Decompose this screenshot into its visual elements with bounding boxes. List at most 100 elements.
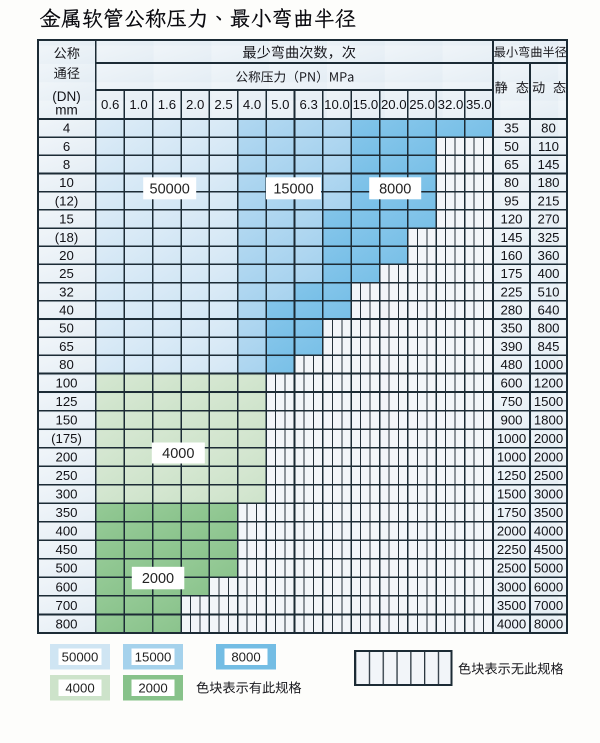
svg-text:50000: 50000	[150, 182, 190, 198]
svg-text:270: 270	[537, 212, 559, 227]
svg-text:400: 400	[537, 266, 559, 281]
svg-text:1.0: 1.0	[129, 97, 147, 112]
svg-text:15.0: 15.0	[353, 97, 379, 112]
svg-text:1000: 1000	[497, 450, 526, 465]
svg-text:6.3: 6.3	[300, 97, 318, 112]
svg-text:250: 250	[55, 468, 77, 483]
svg-text:4: 4	[63, 121, 70, 136]
svg-text:2.0: 2.0	[186, 97, 204, 112]
svg-text:40: 40	[59, 303, 74, 318]
svg-text:510: 510	[537, 284, 559, 299]
svg-text:20.0: 20.0	[381, 97, 407, 112]
svg-text:390: 390	[500, 339, 522, 354]
svg-text:8000: 8000	[379, 182, 411, 198]
svg-text:450: 450	[55, 542, 77, 557]
svg-text:145: 145	[500, 230, 522, 245]
svg-text:3500: 3500	[534, 505, 563, 520]
svg-text:2000: 2000	[142, 571, 174, 587]
svg-text:350: 350	[500, 321, 522, 336]
svg-text:80: 80	[504, 175, 519, 190]
svg-text:4000: 4000	[162, 446, 194, 462]
svg-text:1500: 1500	[534, 394, 563, 409]
svg-text:15: 15	[59, 212, 74, 227]
svg-text:1250: 1250	[497, 468, 526, 483]
svg-text:15000: 15000	[273, 182, 313, 198]
svg-text:600: 600	[55, 579, 77, 594]
svg-text:2000: 2000	[534, 450, 563, 465]
svg-text:150: 150	[55, 412, 77, 427]
svg-text:600: 600	[500, 375, 522, 390]
svg-text:50: 50	[504, 139, 519, 154]
svg-text:900: 900	[500, 412, 522, 427]
svg-text:845: 845	[537, 339, 559, 354]
svg-text:110: 110	[538, 139, 559, 154]
svg-text:640: 640	[537, 303, 559, 318]
svg-text:35.0: 35.0	[466, 97, 492, 112]
svg-text:mm: mm	[55, 103, 78, 118]
svg-text:800: 800	[537, 321, 559, 336]
svg-text:175: 175	[500, 266, 522, 281]
svg-text:200: 200	[55, 450, 77, 465]
svg-text:700: 700	[55, 598, 77, 613]
svg-text:360: 360	[537, 248, 559, 263]
svg-text:25.0: 25.0	[409, 97, 435, 112]
svg-text:4.0: 4.0	[243, 97, 261, 112]
svg-text:350: 350	[55, 505, 77, 520]
svg-text:5000: 5000	[534, 561, 563, 576]
svg-text:120: 120	[500, 212, 522, 227]
svg-text:65: 65	[504, 157, 519, 172]
svg-text:25: 25	[59, 266, 74, 281]
svg-text:(175): (175)	[51, 431, 82, 446]
svg-text:2.5: 2.5	[214, 97, 232, 112]
svg-text:65: 65	[59, 339, 74, 354]
svg-text:15000: 15000	[135, 649, 172, 664]
svg-text:4000: 4000	[65, 680, 94, 695]
svg-text:750: 750	[500, 394, 522, 409]
svg-text:80: 80	[59, 357, 74, 372]
svg-text:2250: 2250	[497, 542, 526, 557]
svg-text:8000: 8000	[231, 649, 260, 664]
svg-text:100: 100	[55, 375, 77, 390]
svg-text:5.0: 5.0	[271, 97, 289, 112]
svg-text:10.0: 10.0	[324, 97, 350, 112]
svg-text:4500: 4500	[534, 542, 563, 557]
svg-text:(12): (12)	[55, 193, 78, 208]
svg-text:0.6: 0.6	[101, 97, 119, 112]
svg-text:50000: 50000	[62, 649, 99, 664]
svg-text:1750: 1750	[497, 505, 526, 520]
svg-text:1200: 1200	[534, 375, 563, 390]
svg-text:300: 300	[55, 487, 77, 502]
svg-text:8: 8	[63, 157, 70, 172]
svg-text:2000: 2000	[497, 524, 526, 539]
svg-text:95: 95	[504, 193, 519, 208]
svg-text:2500: 2500	[497, 561, 526, 576]
svg-text:3500: 3500	[497, 598, 526, 613]
svg-text:(18): (18)	[55, 230, 78, 245]
svg-text:215: 215	[537, 193, 559, 208]
svg-text:32.0: 32.0	[438, 97, 464, 112]
svg-text:4000: 4000	[497, 616, 526, 631]
svg-text:6000: 6000	[534, 579, 563, 594]
svg-text:2000: 2000	[138, 680, 167, 695]
svg-text:1.6: 1.6	[158, 97, 176, 112]
svg-text:6: 6	[63, 139, 70, 154]
svg-text:1800: 1800	[534, 412, 563, 427]
svg-text:2000: 2000	[534, 431, 563, 446]
svg-text:180: 180	[537, 175, 559, 190]
svg-text:225: 225	[500, 284, 522, 299]
svg-text:50: 50	[59, 321, 74, 336]
svg-text:32: 32	[59, 284, 74, 299]
svg-text:3000: 3000	[497, 579, 526, 594]
svg-text:20: 20	[59, 248, 74, 263]
svg-text:480: 480	[500, 357, 522, 372]
svg-text:400: 400	[55, 524, 77, 539]
svg-text:4000: 4000	[534, 524, 563, 539]
svg-text:125: 125	[55, 394, 77, 409]
svg-text:2500: 2500	[534, 468, 563, 483]
svg-text:500: 500	[55, 561, 77, 576]
svg-text:1500: 1500	[497, 487, 526, 502]
svg-text:800: 800	[55, 616, 77, 631]
svg-text:(DN): (DN)	[52, 89, 81, 104]
svg-text:3000: 3000	[534, 487, 563, 502]
svg-text:1000: 1000	[534, 357, 563, 372]
